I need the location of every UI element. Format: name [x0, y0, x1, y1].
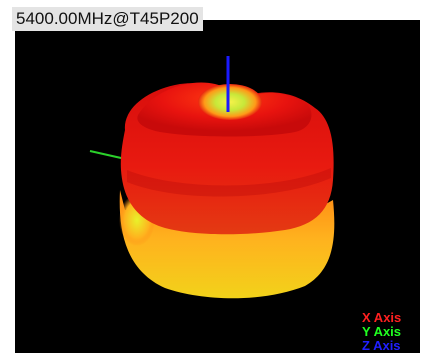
legend-y-axis: Y Axis	[362, 324, 402, 339]
3d-pattern-canvas[interactable]	[15, 20, 420, 353]
frequency-title: 5400.00MHz@T45P200	[12, 7, 203, 31]
pattern-shading-band	[127, 168, 331, 197]
axis-legend: X Axis Y Axis Z Axis	[362, 311, 420, 353]
legend-z-axis: Z Axis	[362, 338, 401, 353]
pattern-top-dimple	[198, 84, 262, 120]
legend-x-axis: X Axis	[362, 310, 402, 325]
radiation-pattern-viewport[interactable]: X Axis Y Axis Z Axis	[15, 20, 420, 353]
